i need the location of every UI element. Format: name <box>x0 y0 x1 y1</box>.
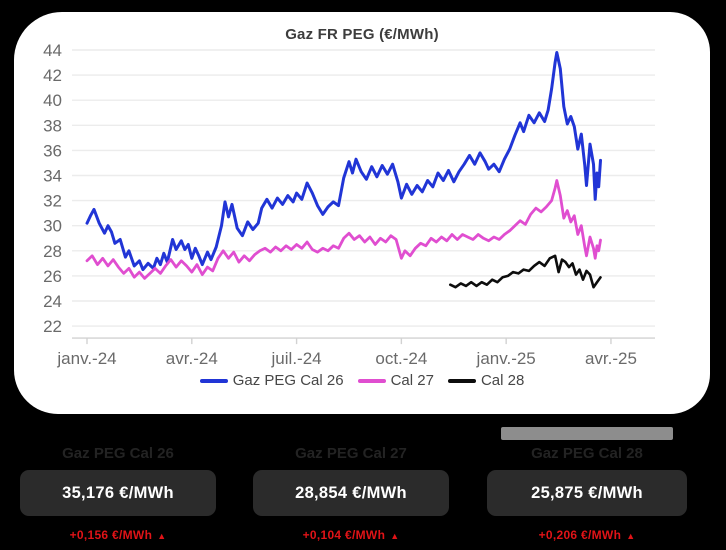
chart-card: 22 24 26 28 30 32 34 36 38 40 42 44 janv.-24 avr.-24 j… <box>14 12 710 414</box>
price-card-title: Gaz PEG Cal 26 <box>62 445 174 462</box>
legend-swatch-cal26-icon <box>199 378 228 383</box>
legend-swatch-cal27-icon <box>357 378 386 383</box>
svg-text:janv.-25: janv.-25 <box>476 349 536 368</box>
price-badge: 28,854 €/MWh <box>253 470 449 516</box>
svg-text:38: 38 <box>43 116 62 135</box>
price-delta-text: +0,156 €/MWh <box>69 528 153 542</box>
price-card-title: Gaz PEG Cal 28 <box>531 445 643 462</box>
price-value: 35,176 €/MWh <box>62 484 174 502</box>
price-value: 25,875 €/MWh <box>531 484 643 502</box>
price-cards-row: Gaz PEG Cal 26 35,176 €/MWh +0,156 €/MWh… <box>0 427 726 550</box>
svg-text:22: 22 <box>43 317 62 336</box>
price-delta: +0,206 €/MWh ▲ <box>487 528 687 542</box>
price-delta: +0,156 €/MWh ▲ <box>20 528 216 542</box>
svg-text:40: 40 <box>43 91 62 110</box>
svg-text:36: 36 <box>43 141 62 160</box>
legend-label: Gaz PEG Cal 26 <box>232 372 344 389</box>
svg-text:34: 34 <box>43 167 62 186</box>
legend-item-cal28: Cal 28 <box>447 372 525 389</box>
price-delta: +0,104 €/MWh ▲ <box>253 528 449 542</box>
chart-title: Gaz FR PEG (€/MWh) <box>285 26 439 43</box>
svg-text:avr.-25: avr.-25 <box>585 349 637 368</box>
price-card-cal26: Gaz PEG Cal 26 35,176 €/MWh +0,156 €/MWh… <box>20 444 216 542</box>
svg-text:janv.-24: janv.-24 <box>56 349 116 368</box>
price-value: 28,854 €/MWh <box>295 484 407 502</box>
price-badge: 35,176 €/MWh <box>20 470 216 516</box>
up-arrow-icon: ▲ <box>390 531 400 541</box>
price-badge: 25,875 €/MWh <box>487 470 687 516</box>
svg-text:28: 28 <box>43 242 62 261</box>
price-delta-text: +0,104 €/MWh <box>302 528 386 542</box>
price-delta-text: +0,206 €/MWh <box>538 528 622 542</box>
up-arrow-icon: ▲ <box>626 531 636 541</box>
price-card-cal27: Gaz PEG Cal 27 28,854 €/MWh +0,104 €/MWh… <box>253 444 449 542</box>
legend-label: Cal 27 <box>390 372 434 389</box>
svg-text:32: 32 <box>43 192 62 211</box>
svg-text:avr.-24: avr.-24 <box>166 349 218 368</box>
svg-text:42: 42 <box>43 66 62 85</box>
svg-text:24: 24 <box>43 292 62 311</box>
svg-text:26: 26 <box>43 267 62 286</box>
price-card-cal28: Gaz PEG Cal 28 25,875 €/MWh +0,206 €/MWh… <box>487 427 687 542</box>
blurred-caption <box>501 427 673 440</box>
legend-item-cal26: Gaz PEG Cal 26 <box>199 372 344 389</box>
chart-legend: Gaz PEG Cal 26 Cal 27 Cal 28 <box>14 372 710 389</box>
legend-label: Cal 28 <box>480 372 525 389</box>
price-card-title: Gaz PEG Cal 27 <box>295 445 407 462</box>
svg-text:30: 30 <box>43 217 62 236</box>
up-arrow-icon: ▲ <box>157 531 167 541</box>
svg-text:44: 44 <box>43 41 62 60</box>
price-chart: 22 24 26 28 30 32 34 36 38 40 42 44 janv.-24 avr.-24 j… <box>43 41 655 368</box>
legend-item-cal27: Cal 27 <box>357 372 434 389</box>
svg-text:oct.-24: oct.-24 <box>375 349 427 368</box>
legend-swatch-cal28-icon <box>447 378 476 383</box>
svg-text:juil.-24: juil.-24 <box>271 349 322 368</box>
